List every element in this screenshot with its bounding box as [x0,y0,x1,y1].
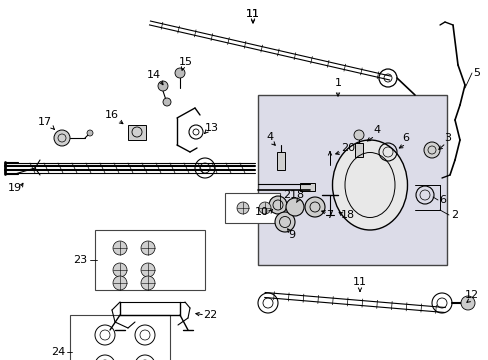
Circle shape [259,202,270,214]
Circle shape [54,130,70,146]
Circle shape [141,276,155,290]
Circle shape [141,263,155,277]
Text: 3: 3 [444,133,450,143]
Circle shape [113,263,127,277]
Text: 17: 17 [38,117,52,127]
Text: 9: 9 [288,230,295,240]
Circle shape [460,296,474,310]
Text: 5: 5 [472,68,480,78]
Text: 18: 18 [340,210,354,220]
Circle shape [158,81,168,91]
Text: 2: 2 [450,210,458,220]
Text: 11: 11 [245,9,260,19]
Text: 21: 21 [283,190,296,200]
Text: 14: 14 [146,70,161,80]
Text: 22: 22 [203,310,217,320]
Circle shape [163,98,171,106]
Circle shape [305,197,325,217]
Circle shape [423,142,439,158]
Bar [258,95,446,265]
Ellipse shape [332,140,407,230]
Bar [95,230,204,290]
Text: 1: 1 [334,78,341,88]
Circle shape [285,198,304,216]
Text: 7: 7 [326,210,333,220]
Bar [276,152,285,170]
Bar [224,193,280,223]
Text: 12: 12 [464,290,478,300]
Circle shape [113,276,127,290]
Bar [354,143,362,157]
Circle shape [113,241,127,255]
Circle shape [268,196,286,214]
Bar [299,183,314,191]
Text: 6: 6 [402,133,408,143]
Circle shape [87,130,93,136]
Text: 11: 11 [245,9,260,19]
Text: 19: 19 [8,183,22,193]
Text: 6: 6 [439,195,446,205]
Circle shape [274,212,294,232]
Text: 16: 16 [105,110,119,120]
Bar [128,125,146,140]
Text: 15: 15 [179,57,193,67]
Text: 23: 23 [73,255,87,265]
Circle shape [237,202,248,214]
Text: 24: 24 [51,347,65,357]
Text: 20: 20 [340,143,354,153]
Text: 4: 4 [266,132,273,142]
Text: 10: 10 [254,207,268,217]
Bar [70,315,170,360]
Circle shape [141,241,155,255]
Text: 8: 8 [296,190,303,200]
Text: 13: 13 [204,123,219,133]
Circle shape [175,68,184,78]
Text: 4: 4 [373,125,380,135]
Circle shape [353,130,363,140]
Text: 11: 11 [352,277,366,287]
